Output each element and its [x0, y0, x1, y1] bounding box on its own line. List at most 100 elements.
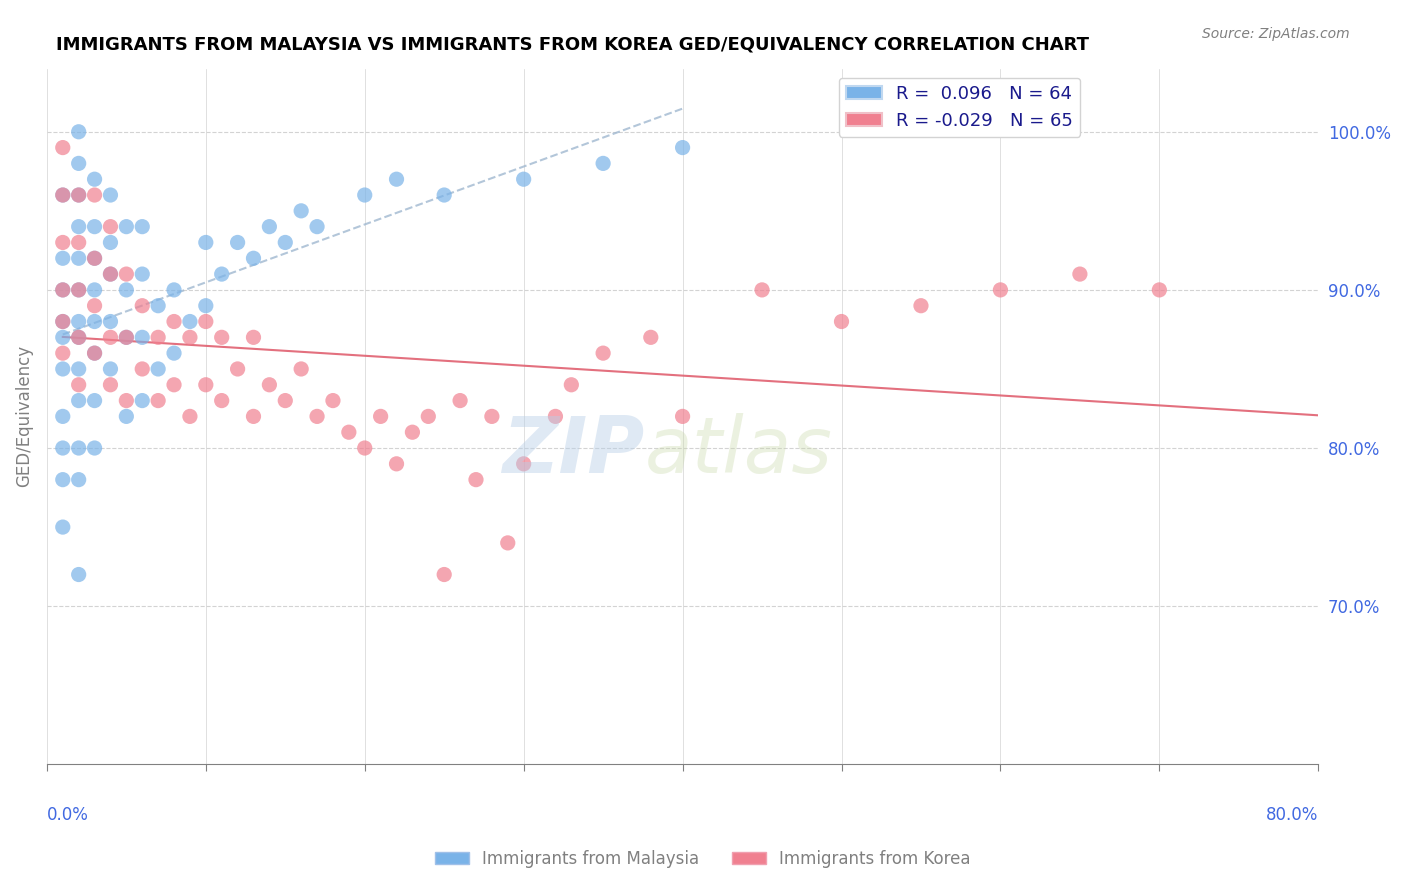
Point: [83, 283, 105, 297]
Point: [52, 252, 75, 266]
Point: [307, 219, 329, 234]
Point: [370, 409, 392, 424]
Point: [67, 125, 90, 139]
Text: Source: ZipAtlas.com: Source: ZipAtlas.com: [1202, 27, 1350, 41]
Point: [100, 219, 122, 234]
Point: [242, 409, 264, 424]
Point: [115, 393, 138, 408]
Point: [990, 283, 1012, 297]
Point: [163, 283, 186, 297]
Point: [100, 330, 122, 344]
Point: [83, 219, 105, 234]
Point: [67, 283, 90, 297]
Point: [465, 473, 488, 487]
Point: [131, 299, 153, 313]
Point: [67, 283, 90, 297]
Point: [259, 219, 281, 234]
Point: [146, 393, 169, 408]
Point: [385, 172, 408, 186]
Point: [52, 330, 75, 344]
Point: [1149, 283, 1171, 297]
Point: [67, 377, 90, 392]
Point: [337, 425, 360, 440]
Point: [322, 393, 344, 408]
Point: [418, 409, 440, 424]
Point: [52, 362, 75, 376]
Point: [83, 188, 105, 202]
Point: [67, 252, 90, 266]
Point: [290, 203, 312, 218]
Point: [115, 283, 138, 297]
Point: [131, 393, 153, 408]
Point: [67, 393, 90, 408]
Point: [83, 252, 105, 266]
Point: [83, 346, 105, 360]
Point: [592, 346, 614, 360]
Point: [131, 267, 153, 281]
Point: [226, 362, 249, 376]
Point: [100, 377, 122, 392]
Point: [52, 140, 75, 154]
Text: 0.0%: 0.0%: [46, 806, 89, 824]
Point: [1069, 267, 1091, 281]
Legend: Immigrants from Malaysia, Immigrants from Korea: Immigrants from Malaysia, Immigrants fro…: [429, 844, 977, 875]
Point: [131, 362, 153, 376]
Point: [67, 188, 90, 202]
Point: [52, 283, 75, 297]
Point: [353, 188, 375, 202]
Point: [179, 314, 201, 328]
Point: [83, 314, 105, 328]
Point: [640, 330, 662, 344]
Point: [910, 299, 932, 313]
Point: [52, 188, 75, 202]
Point: [67, 330, 90, 344]
Point: [115, 330, 138, 344]
Point: [52, 314, 75, 328]
Point: [100, 188, 122, 202]
Point: [115, 267, 138, 281]
Text: IMMIGRANTS FROM MALAYSIA VS IMMIGRANTS FROM KOREA GED/EQUIVALENCY CORRELATION CH: IMMIGRANTS FROM MALAYSIA VS IMMIGRANTS F…: [56, 36, 1090, 54]
Point: [274, 393, 297, 408]
Point: [481, 409, 503, 424]
Point: [433, 188, 456, 202]
Point: [242, 330, 264, 344]
Point: [163, 314, 186, 328]
Point: [52, 188, 75, 202]
Point: [194, 299, 217, 313]
Point: [544, 409, 567, 424]
Point: [83, 441, 105, 455]
Point: [100, 235, 122, 250]
Point: [242, 252, 264, 266]
Point: [52, 346, 75, 360]
Point: [274, 235, 297, 250]
Point: [52, 409, 75, 424]
Point: [100, 314, 122, 328]
Point: [211, 330, 233, 344]
Point: [146, 299, 169, 313]
Point: [83, 252, 105, 266]
Point: [52, 473, 75, 487]
Point: [512, 457, 534, 471]
Point: [67, 567, 90, 582]
Point: [560, 377, 582, 392]
Point: [831, 314, 853, 328]
Point: [83, 393, 105, 408]
Point: [67, 362, 90, 376]
Point: [512, 172, 534, 186]
Point: [67, 235, 90, 250]
Point: [115, 330, 138, 344]
Legend: R =  0.096   N = 64, R = -0.029   N = 65: R = 0.096 N = 64, R = -0.029 N = 65: [838, 78, 1080, 137]
Point: [592, 156, 614, 170]
Point: [83, 346, 105, 360]
Point: [449, 393, 471, 408]
Point: [131, 330, 153, 344]
Point: [671, 409, 693, 424]
Point: [179, 409, 201, 424]
Point: [290, 362, 312, 376]
Point: [194, 235, 217, 250]
Point: [52, 235, 75, 250]
Point: [67, 473, 90, 487]
Point: [751, 283, 773, 297]
Point: [401, 425, 423, 440]
Point: [671, 140, 693, 154]
